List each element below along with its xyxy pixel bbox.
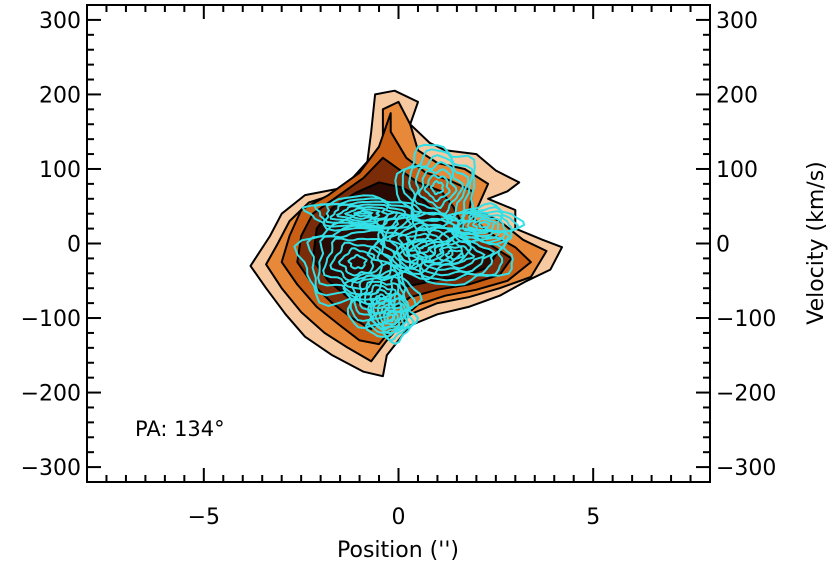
y-axis-title: Velocity (km/s) — [804, 161, 829, 325]
overlay-contour-ring — [369, 288, 393, 310]
overlay-contour-ring — [343, 207, 381, 220]
overlay-contours — [293, 143, 526, 346]
y-tick-label-left: 0 — [67, 233, 81, 258]
overlay-contour-ring — [347, 253, 368, 270]
overlay-contour-ring — [335, 205, 390, 223]
y-tick-label-right: 100 — [716, 158, 758, 183]
y-tick-label-right: 0 — [716, 233, 730, 258]
overlay-contour-ring — [378, 306, 403, 329]
annotation-label: PA: 134° — [135, 417, 225, 441]
overlay-contour-ring — [329, 203, 399, 226]
y-tick-label-right: −100 — [716, 307, 776, 332]
x-tick-label: 5 — [586, 505, 600, 530]
overlay-contour-ring — [374, 303, 405, 334]
y-tick-label-left: 100 — [39, 158, 81, 183]
overlay-contour-ring — [428, 240, 486, 270]
overlay-contour-ring — [435, 245, 476, 266]
overlay-contour-ring — [413, 161, 464, 215]
y-tick-label-left: −100 — [21, 307, 81, 332]
overlay-contour-ring — [423, 173, 451, 203]
overlay-contour-ring — [452, 206, 520, 244]
x-tick-label: 0 — [392, 505, 406, 530]
overlay-contour-ring — [386, 313, 396, 323]
overlay-contour-ring — [324, 200, 406, 228]
overlay-contour-ring — [352, 210, 374, 218]
y-tick-label-left: 200 — [39, 83, 81, 108]
y-tick-label-right: −300 — [716, 456, 776, 481]
overlay-contour-ring — [457, 210, 513, 241]
y-tick-label-left: 300 — [39, 9, 81, 34]
tick-labels: −300 −300 −200 −200 −100 −100 0 0 100 100 200 200 30… — [21, 9, 777, 530]
axis-ticks — [86, 4, 711, 483]
x-axis-title: Position ('') — [337, 538, 459, 563]
y-tick-label-left: −300 — [21, 456, 81, 481]
overlay-contour-ring — [401, 148, 474, 223]
overlay-contour-ring — [444, 249, 466, 261]
y-tick-label-right: 200 — [716, 83, 758, 108]
overlay-contour-ring — [471, 217, 496, 232]
y-tick-label-left: −200 — [21, 382, 81, 407]
x-tick-label: −5 — [188, 505, 220, 530]
overlay-contour-ring — [358, 280, 403, 320]
overlay-contour-ring — [382, 310, 399, 326]
overlay-contour-ring — [370, 300, 410, 338]
overlay-contour-ring — [477, 220, 491, 229]
overlay-contour-ring — [353, 275, 410, 326]
y-tick-label-right: 300 — [716, 9, 758, 34]
overlay-contour-ring — [429, 179, 445, 196]
overlay-contour-ring — [417, 168, 458, 209]
overlay-contour-ring — [364, 283, 397, 315]
overlay-contour-ring — [462, 213, 506, 238]
y-tick-label-right: −200 — [716, 382, 776, 407]
overlay-contour-ring — [466, 215, 500, 235]
